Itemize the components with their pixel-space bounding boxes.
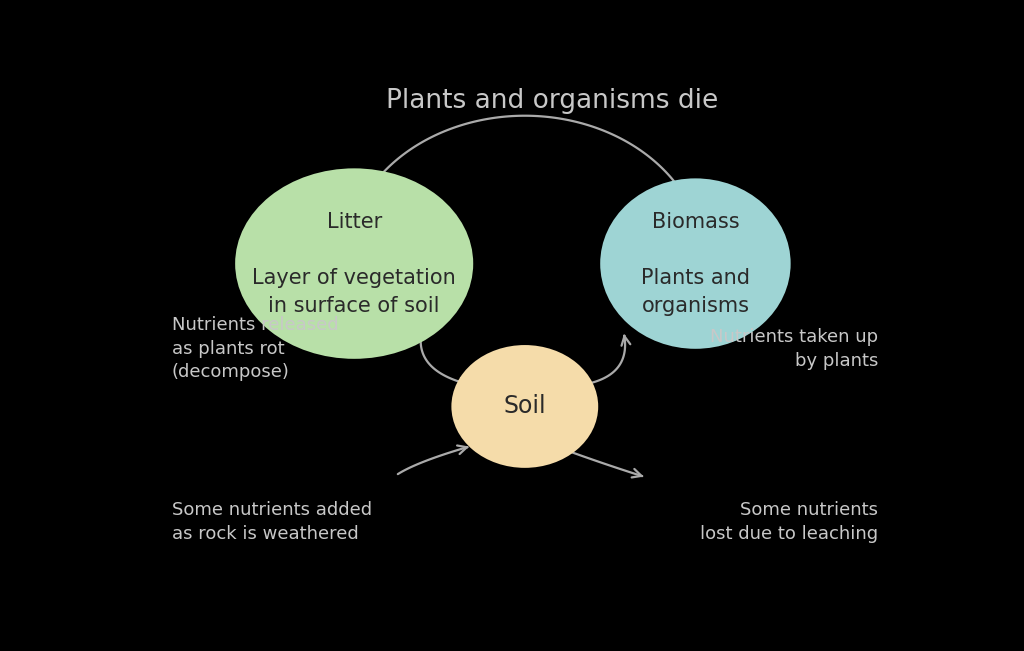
Text: Nutrients released
as plants rot
(decompose): Nutrients released as plants rot (decomp… (172, 316, 338, 381)
Text: Biomass

Plants and
organisms: Biomass Plants and organisms (641, 212, 750, 316)
Ellipse shape (452, 345, 598, 468)
Text: Plants and organisms die: Plants and organisms die (386, 88, 719, 114)
Text: Some nutrients added
as rock is weathered: Some nutrients added as rock is weathere… (172, 501, 372, 542)
Text: Nutrients taken up
by plants: Nutrients taken up by plants (710, 328, 878, 370)
Ellipse shape (236, 169, 473, 359)
Text: Litter

Layer of vegetation
in surface of soil: Litter Layer of vegetation in surface of… (252, 212, 456, 316)
Ellipse shape (600, 178, 791, 349)
Text: Some nutrients
lost due to leaching: Some nutrients lost due to leaching (699, 501, 878, 542)
Text: Soil: Soil (504, 395, 546, 419)
